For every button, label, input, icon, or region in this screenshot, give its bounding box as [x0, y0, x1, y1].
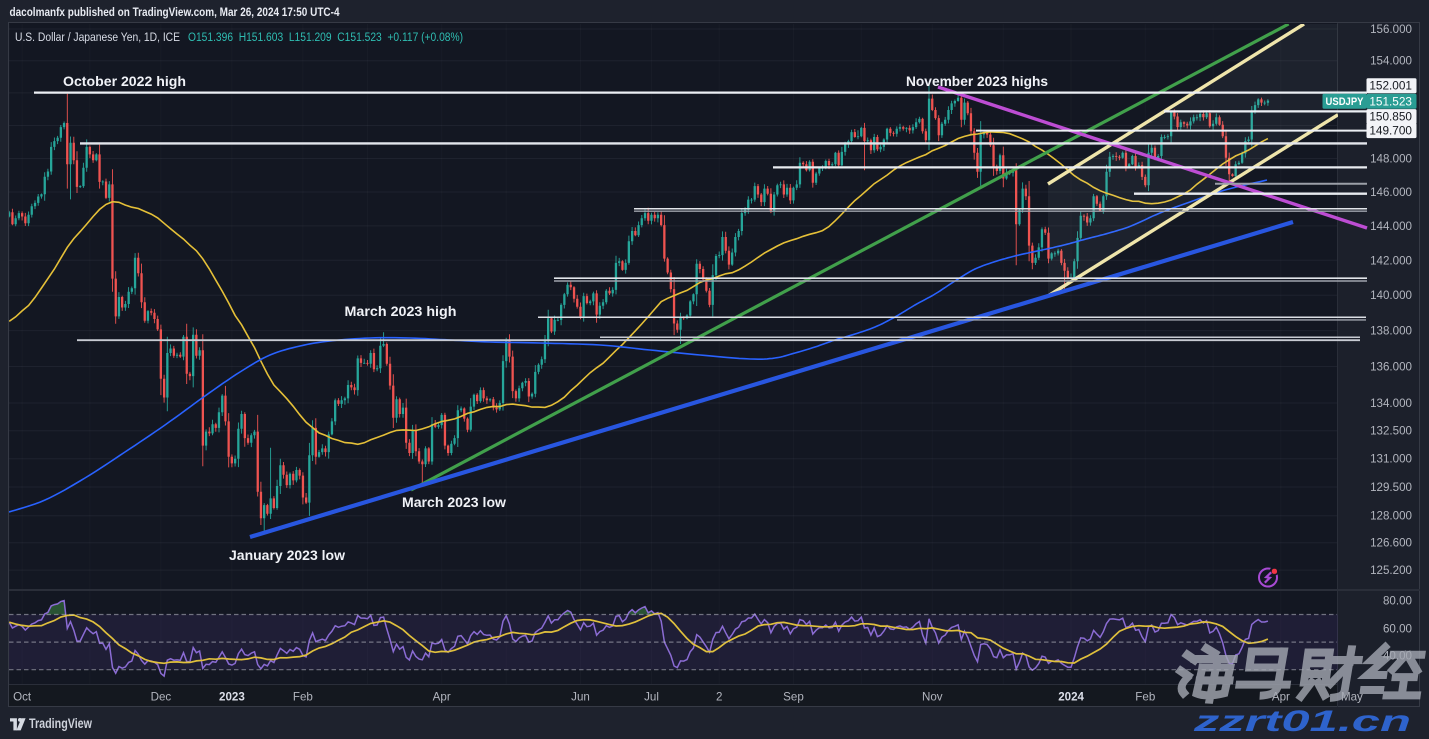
svg-text:Nov: Nov	[922, 691, 943, 704]
svg-text:O151.396 H151.603 L151.209: O151.396 H151.603 L151.209 C151.523 +0.1…	[188, 30, 463, 44]
svg-text:Feb: Feb	[293, 691, 313, 704]
svg-text:132.500: 132.500	[1370, 425, 1412, 438]
svg-text:Sep: Sep	[783, 691, 804, 704]
svg-text:149.700: 149.700	[1369, 124, 1412, 138]
svg-text:March 2023 high: March 2023 high	[345, 304, 457, 319]
svg-text:138.000: 138.000	[1370, 325, 1412, 338]
svg-text:U.S. Dollar / Japanese Yen, 1D: U.S. Dollar / Japanese Yen, 1D, ICE	[15, 30, 180, 44]
svg-text:129.500: 129.500	[1370, 481, 1412, 494]
svg-text:Jul: Jul	[644, 691, 659, 704]
svg-text:125.200: 125.200	[1370, 564, 1412, 577]
svg-text:152.001: 152.001	[1369, 79, 1412, 93]
svg-text:March 2023 low: March 2023 low	[402, 495, 506, 510]
svg-text:2024: 2024	[1058, 691, 1084, 704]
svg-text:150.850: 150.850	[1369, 110, 1412, 124]
svg-text:142.000: 142.000	[1370, 254, 1412, 267]
svg-text:dacolmanfx published on Tradin: dacolmanfx published on TradingView.com,…	[10, 5, 340, 19]
svg-text:zzrt01.cn: zzrt01.cn	[1192, 705, 1411, 738]
svg-text:Feb: Feb	[1135, 691, 1155, 704]
svg-text:134.000: 134.000	[1370, 397, 1412, 410]
svg-text:USDJPY: USDJPY	[1326, 96, 1364, 108]
svg-text:156.000: 156.000	[1370, 23, 1412, 36]
svg-text:80.00: 80.00	[1383, 595, 1412, 608]
svg-text:January 2023 low: January 2023 low	[229, 548, 345, 563]
svg-text:2: 2	[716, 691, 722, 704]
svg-text:146.000: 146.000	[1370, 186, 1412, 199]
svg-text:November 2023 highs: November 2023 highs	[906, 74, 1048, 89]
svg-text:131.000: 131.000	[1370, 453, 1412, 466]
svg-text:154.000: 154.000	[1370, 55, 1412, 68]
svg-text:October 2022 high: October 2022 high	[63, 74, 186, 89]
svg-text:Oct: Oct	[13, 691, 32, 704]
svg-text:126.600: 126.600	[1370, 537, 1412, 550]
svg-text:151.523: 151.523	[1369, 94, 1412, 108]
svg-text:2023: 2023	[219, 691, 245, 704]
svg-text:148.000: 148.000	[1370, 153, 1412, 166]
svg-text:Jun: Jun	[571, 691, 590, 704]
svg-text:144.000: 144.000	[1370, 220, 1412, 233]
svg-text:Apr: Apr	[433, 691, 451, 704]
svg-text:136.000: 136.000	[1370, 361, 1412, 374]
svg-text:TradingView: TradingView	[29, 716, 92, 731]
svg-text:60.00: 60.00	[1383, 622, 1412, 635]
svg-text:128.000: 128.000	[1370, 510, 1412, 523]
svg-text:Dec: Dec	[151, 691, 172, 704]
svg-text:140.000: 140.000	[1370, 289, 1412, 302]
